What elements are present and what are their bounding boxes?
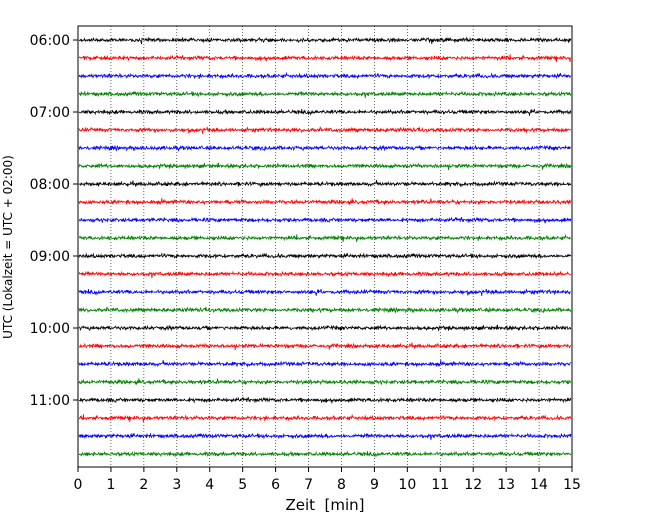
seismogram-trace bbox=[78, 197, 572, 206]
seismogram-trace bbox=[78, 378, 572, 386]
seismogram-trace bbox=[78, 90, 572, 99]
seismogram-trace bbox=[78, 270, 572, 279]
plot-frame bbox=[77, 25, 573, 468]
x-tick-label: 12 bbox=[464, 477, 482, 493]
seismogram-trace bbox=[78, 233, 572, 243]
x-tick-label: 3 bbox=[172, 477, 181, 493]
seismogram-trace bbox=[78, 432, 572, 441]
y-axis-ticks: 06:00 07:00 08:00 09:00 10:00 11:00 bbox=[30, 33, 78, 409]
y-tick-label: 11:00 bbox=[30, 393, 70, 409]
x-tick-label: 4 bbox=[205, 477, 214, 493]
seismogram-trace bbox=[78, 71, 572, 80]
x-tick-label: 2 bbox=[139, 477, 148, 493]
seismogram-trace bbox=[78, 450, 572, 458]
x-tick-label: 9 bbox=[370, 477, 379, 493]
y-tick-label: 09:00 bbox=[30, 249, 70, 265]
x-axis-ticks: 0 1 2 3 4 5 6 7 8 9 10 11 12 13 14 15 bbox=[74, 467, 581, 493]
y-tick-label: 10:00 bbox=[30, 321, 70, 337]
x-tick-label: 0 bbox=[74, 477, 83, 493]
x-tick-label: 8 bbox=[337, 477, 346, 493]
seismogram-trace bbox=[78, 126, 572, 135]
x-tick-label: 7 bbox=[304, 477, 313, 493]
seismogram-traces bbox=[78, 36, 572, 458]
x-tick-label: 6 bbox=[271, 477, 280, 493]
x-tick-label: 14 bbox=[530, 477, 548, 493]
seismogram-trace bbox=[78, 359, 572, 368]
seismogram-trace bbox=[78, 36, 572, 45]
seismogram-trace bbox=[78, 216, 572, 224]
seismogram-trace bbox=[78, 54, 572, 63]
seismogram-trace bbox=[78, 144, 572, 152]
seismogram-trace bbox=[78, 179, 572, 188]
x-axis-label: Zeit [min] bbox=[285, 496, 364, 514]
x-tick-label: 10 bbox=[398, 477, 416, 493]
seismogram-trace bbox=[78, 252, 572, 260]
seismogram-trace bbox=[78, 324, 572, 332]
y-axis-label: UTC (Lokalzeit = UTC + 02:00) bbox=[1, 155, 15, 339]
y-tick-label: 06:00 bbox=[30, 33, 70, 49]
seismogram-trace bbox=[78, 342, 572, 351]
seismogram-trace bbox=[78, 413, 572, 423]
x-tick-label: 5 bbox=[238, 477, 247, 493]
x-tick-label: 11 bbox=[431, 477, 449, 493]
seismogram-trace bbox=[78, 108, 572, 116]
x-tick-label: 13 bbox=[497, 477, 515, 493]
seismogram-trace bbox=[78, 288, 571, 297]
y-tick-label: 08:00 bbox=[30, 177, 70, 193]
seismogram-trace bbox=[78, 306, 572, 314]
seismogram-trace bbox=[78, 162, 572, 171]
y-tick-label: 07:00 bbox=[30, 105, 70, 121]
x-tick-label: 15 bbox=[563, 477, 581, 493]
seismogram-trace bbox=[78, 396, 572, 404]
x-tick-label: 1 bbox=[106, 477, 115, 493]
